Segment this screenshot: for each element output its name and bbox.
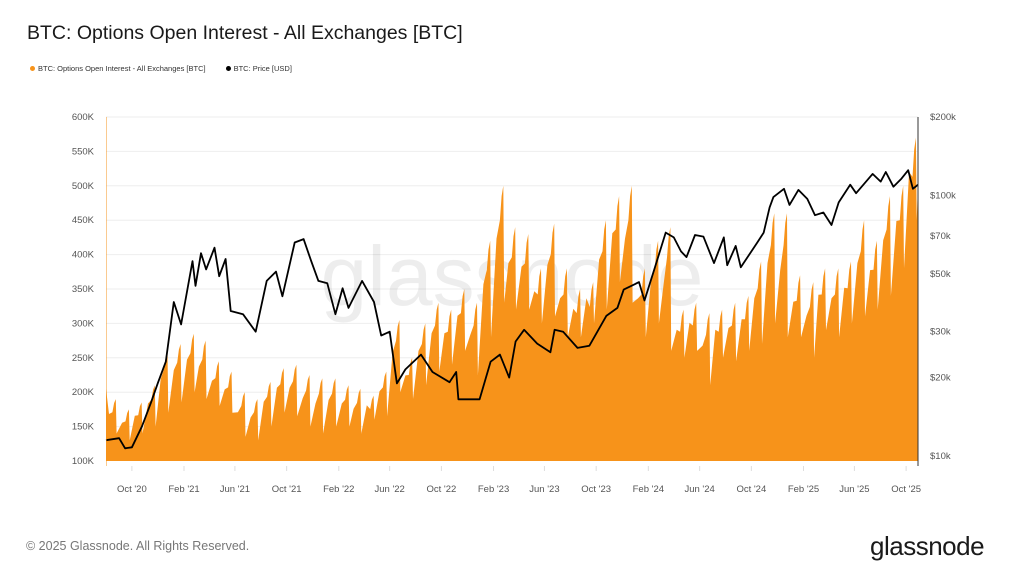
y-left-tick-label: 150K — [72, 422, 95, 433]
x-tick-label: Jun '24 — [684, 484, 714, 495]
y-right-tick-label: $70k — [930, 231, 951, 242]
y-left-tick-label: 100K — [72, 456, 95, 467]
x-tick-label: Jun '25 — [839, 484, 869, 495]
y-left-tick-label: 350K — [72, 284, 95, 295]
copyright: © 2025 Glassnode. All Rights Reserved. — [26, 539, 250, 553]
y-right-tick-label: $200k — [930, 112, 956, 123]
open-interest-area — [106, 137, 918, 461]
y-right-tick-label: $20k — [930, 373, 951, 384]
x-tick-label: Oct '23 — [581, 484, 611, 495]
legend-label: BTC: Price [USD] — [233, 64, 292, 73]
y-left-tick-label: 250K — [72, 353, 95, 364]
y-right-tick-label: $50k — [930, 269, 951, 280]
y-right-tick-label: $10k — [930, 451, 951, 462]
x-tick-label: Feb '22 — [323, 484, 354, 495]
x-tick-label: Oct '21 — [272, 484, 302, 495]
x-tick-label: Oct '22 — [426, 484, 456, 495]
legend: BTC: Options Open Interest - All Exchang… — [30, 64, 292, 73]
y-right-tick-label: $30k — [930, 327, 951, 338]
chart-title: BTC: Options Open Interest - All Exchang… — [27, 22, 463, 44]
y-left-tick-label: 600K — [72, 112, 95, 123]
x-tick-label: Feb '24 — [633, 484, 664, 495]
y-left-tick-label: 300K — [72, 318, 95, 329]
legend-item-open-interest[interactable]: BTC: Options Open Interest - All Exchang… — [30, 64, 206, 73]
x-tick-label: Feb '25 — [788, 484, 819, 495]
y-right-tick-label: $100k — [930, 190, 956, 201]
y-left-tick-label: 450K — [72, 215, 95, 226]
y-left-tick-label: 200K — [72, 387, 95, 398]
legend-dot-black-icon — [225, 66, 231, 71]
x-tick-label: Jun '21 — [220, 484, 250, 495]
x-tick-label: Oct '20 — [117, 484, 147, 495]
glassnode-logo: glassnode — [870, 531, 985, 561]
y-left-tick-label: 400K — [72, 250, 95, 261]
y-left-tick-label: 550K — [72, 146, 95, 157]
legend-label: BTC: Options Open Interest - All Exchang… — [38, 64, 206, 73]
legend-item-price[interactable]: BTC: Price [USD] — [225, 64, 292, 73]
x-tick-label: Jun '22 — [374, 484, 404, 495]
price-line — [105, 169, 919, 450]
x-tick-label: Oct '24 — [736, 484, 766, 495]
legend-dot-orange-icon — [30, 66, 35, 71]
x-tick-label: Feb '23 — [478, 484, 509, 495]
y-left-tick-label: 500K — [72, 181, 95, 192]
x-tick-label: Oct '25 — [891, 484, 921, 495]
x-tick-label: Jun '23 — [529, 484, 559, 495]
x-tick-label: Feb '21 — [168, 484, 199, 495]
